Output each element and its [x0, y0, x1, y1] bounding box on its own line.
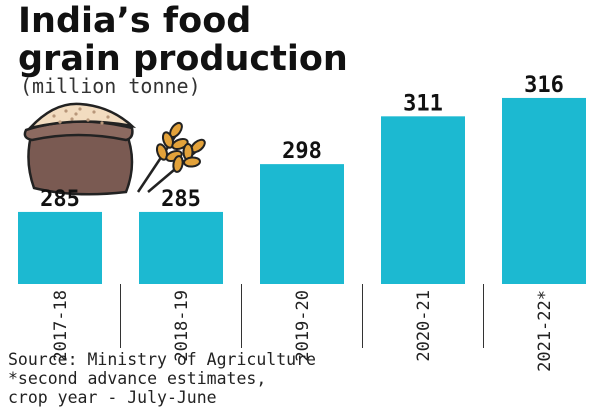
unit-label: (million tonne) — [20, 74, 201, 98]
data-label-2020-21: 311 — [403, 91, 443, 116]
bar-2017-18 — [18, 211, 102, 284]
chart-footer: Source: Ministry of Agriculture *second … — [8, 350, 316, 407]
x-tick-label: 2021-22* — [535, 290, 555, 372]
crop-year-note: crop year - July-June — [8, 388, 217, 407]
x-tick-label: 2019-20 — [293, 290, 313, 362]
x-tick-label: 2017-18 — [51, 290, 71, 362]
bar-2021-22* — [502, 97, 586, 284]
grain-sack-icon — [23, 102, 137, 196]
estimate-note: *second advance estimates, — [8, 369, 267, 388]
x-tick-label: 2020-21 — [414, 290, 434, 362]
x-tick-label: 2018-19 — [172, 290, 192, 362]
data-label-2017-18: 285 — [40, 187, 80, 212]
data-label-2018-19: 285 — [161, 187, 201, 212]
source-note: Source: Ministry of Agriculture — [8, 350, 316, 369]
data-label-2019-20: 298 — [282, 139, 322, 164]
wheat-icon — [136, 121, 206, 193]
bar-2019-20 — [260, 164, 344, 284]
chart-title: India’s food grain production — [18, 1, 348, 79]
data-label-2021-22*: 316 — [524, 73, 564, 98]
bar-2020-21 — [381, 116, 465, 284]
bar-2018-19 — [139, 211, 223, 284]
